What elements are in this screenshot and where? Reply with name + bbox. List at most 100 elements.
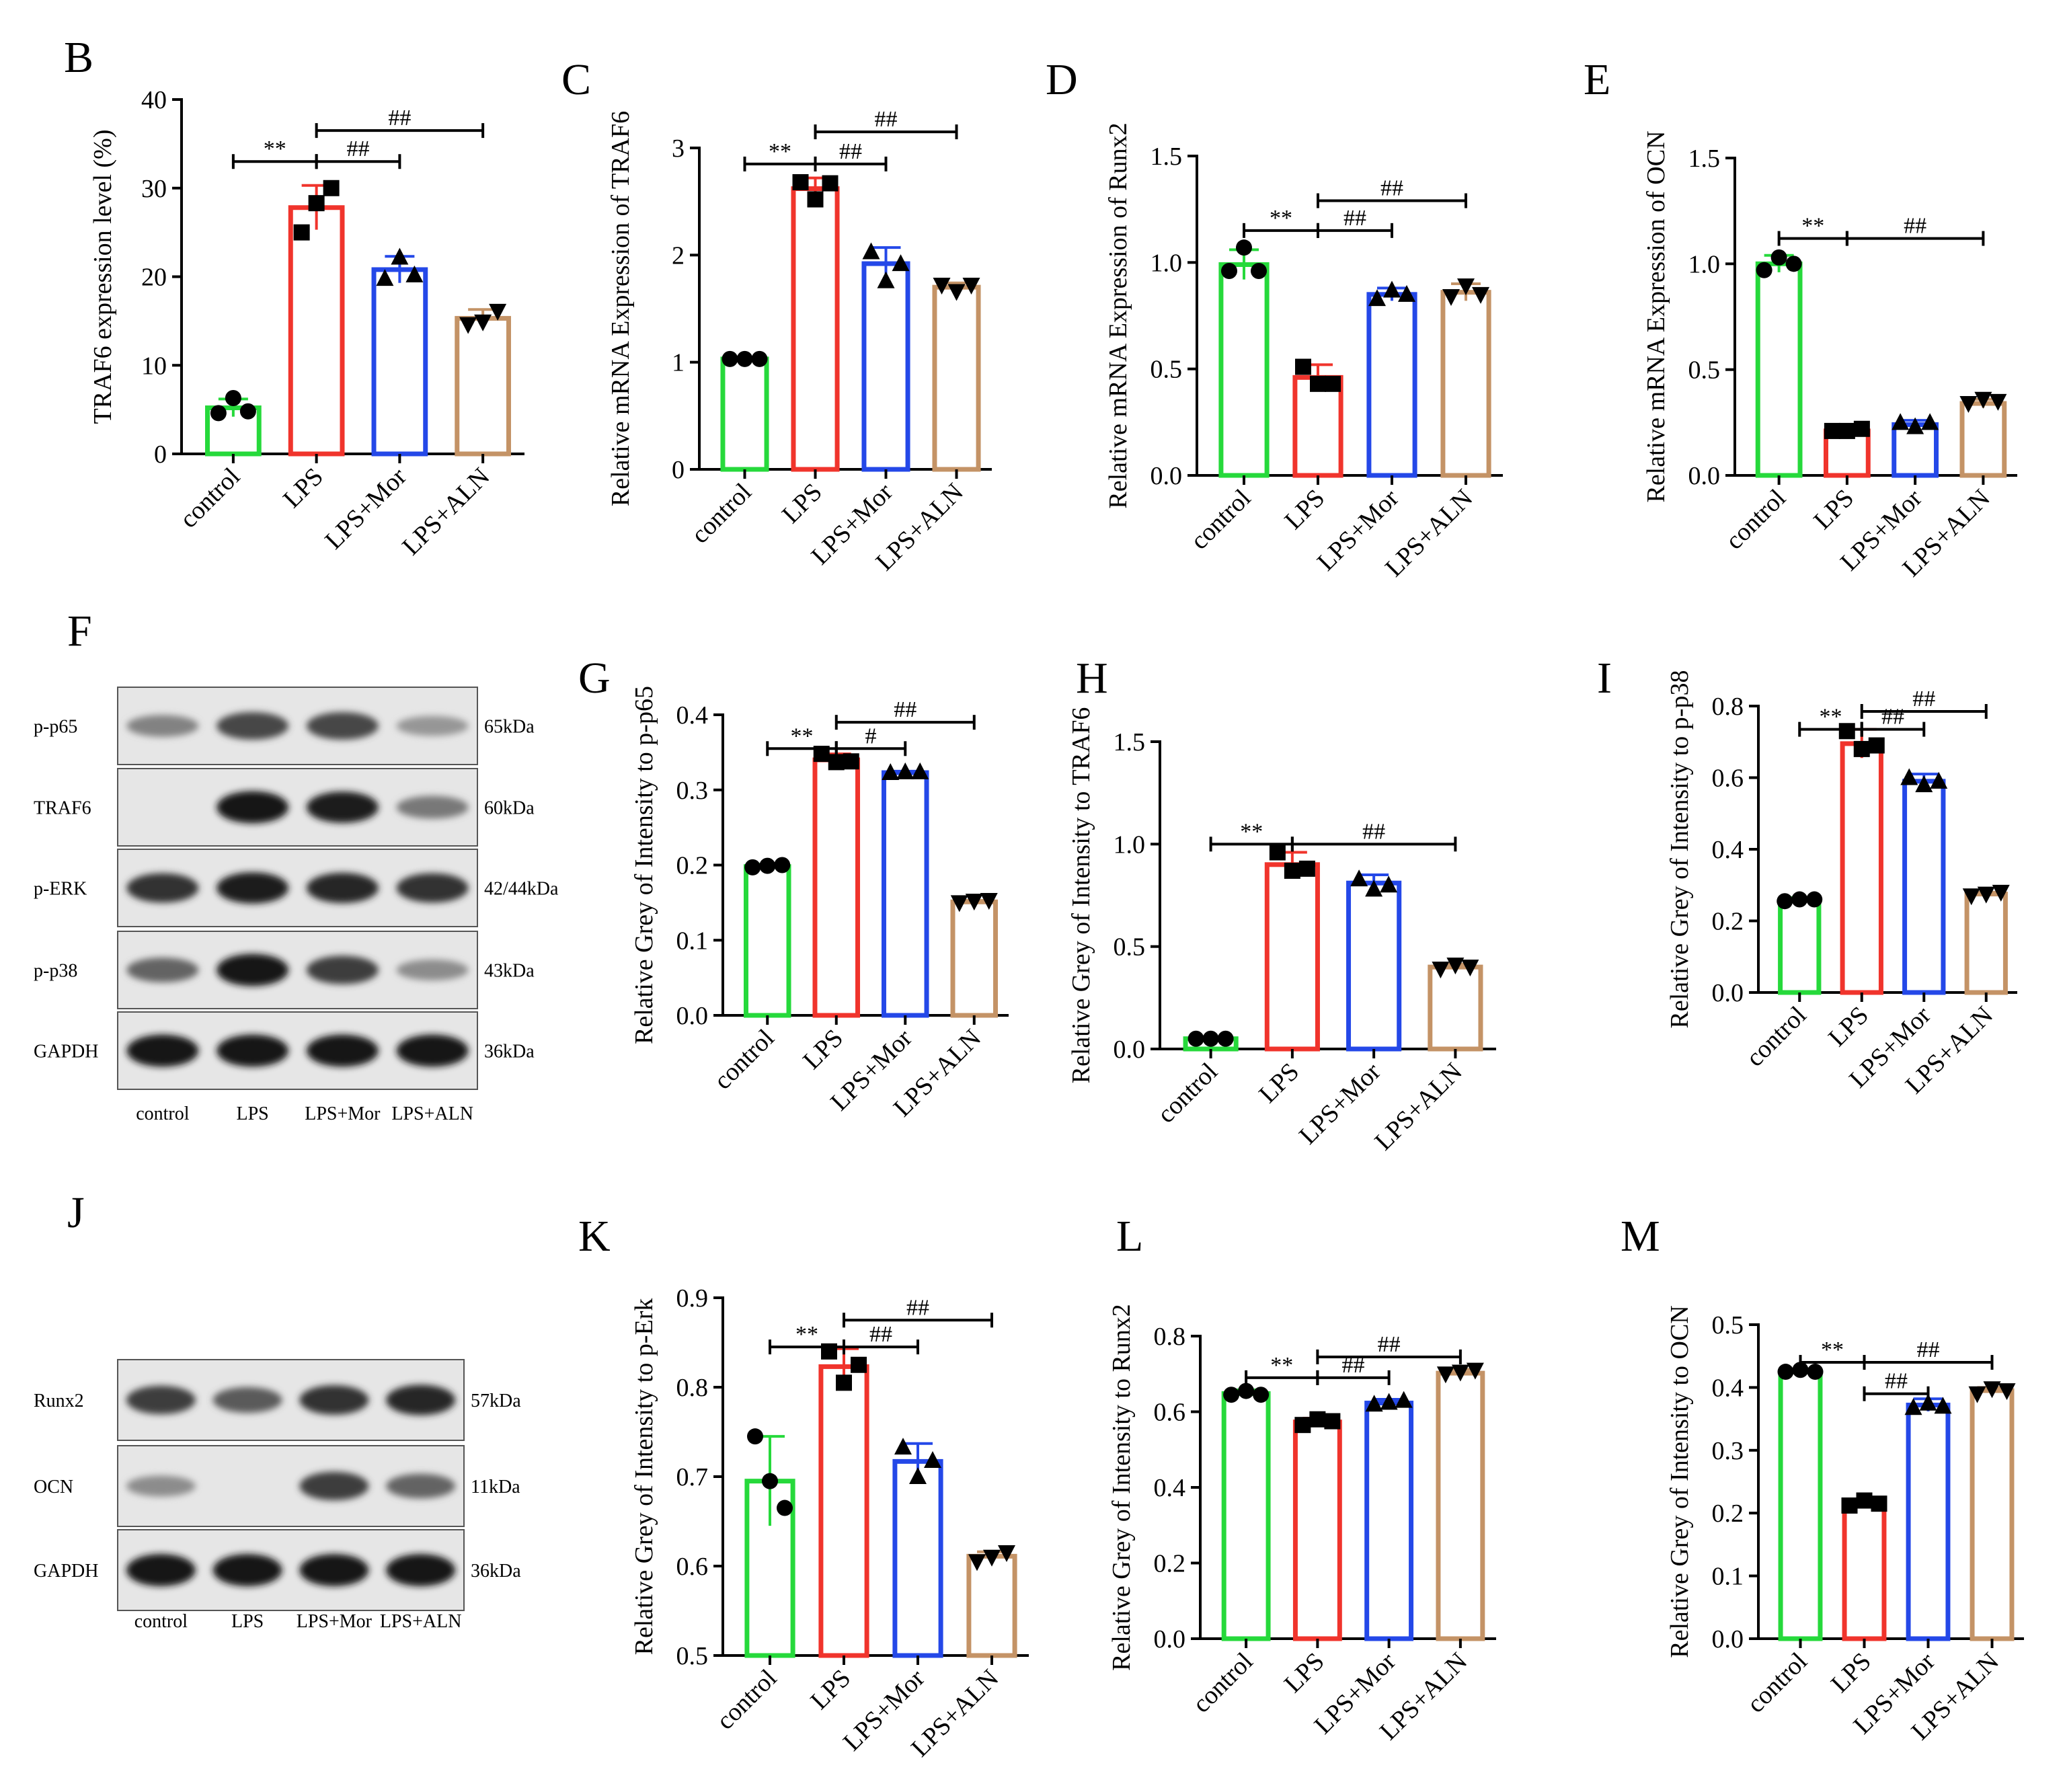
bar-control bbox=[1778, 897, 1822, 995]
data-point-3-0 bbox=[1436, 1366, 1454, 1384]
x-category-label: LPS bbox=[1279, 1647, 1330, 1699]
y-tick-label: 1.5 bbox=[1114, 728, 1146, 756]
data-point-1-1 bbox=[1838, 422, 1855, 439]
data-point-2-2 bbox=[1398, 284, 1415, 302]
data-point-1-1 bbox=[807, 191, 824, 208]
y-tick-label: 0.5 bbox=[676, 1642, 709, 1670]
data-point-1-2 bbox=[822, 175, 839, 192]
y-tick-label: 0.0 bbox=[1712, 979, 1744, 1007]
y-axis-title: Relative Grey of Intensity to OCN bbox=[1666, 1305, 1694, 1658]
data-point-3-0 bbox=[968, 1554, 986, 1571]
bar-LPS+ALN bbox=[455, 315, 511, 457]
significance-label: ## bbox=[1343, 206, 1366, 231]
y-tick-label: 20 bbox=[141, 264, 167, 292]
x-category-label: LPS bbox=[777, 478, 828, 529]
data-point-0-2 bbox=[777, 1499, 793, 1516]
data-point-3-1 bbox=[1457, 278, 1475, 296]
y-tick-label: 40 bbox=[141, 86, 167, 114]
blot-band bbox=[386, 1473, 456, 1499]
data-point-1-1 bbox=[1856, 1492, 1873, 1509]
bar-LPS+Mor bbox=[1346, 880, 1402, 1052]
blot-row-p-p38: p-p38 43kDa bbox=[34, 931, 535, 1009]
data-point-2-2 bbox=[892, 254, 910, 272]
protein-label: TRAF6 bbox=[34, 798, 91, 819]
data-point-3-1 bbox=[965, 894, 983, 911]
data-point-3-1 bbox=[1977, 886, 1995, 904]
data-point-2-0 bbox=[1350, 869, 1368, 887]
blot-band bbox=[299, 1385, 369, 1415]
blot-band bbox=[396, 959, 469, 981]
data-point-2-0 bbox=[882, 763, 900, 781]
data-point-0-1 bbox=[1770, 249, 1787, 266]
significance-label: ** bbox=[1270, 1353, 1293, 1378]
y-tick-label: 0.5 bbox=[1688, 356, 1721, 385]
panel-label: L bbox=[1116, 1212, 1143, 1261]
significance-label: ** bbox=[795, 1322, 818, 1347]
bar-LPS bbox=[812, 757, 861, 1018]
data-point-0-1 bbox=[1202, 1030, 1219, 1047]
blot-band bbox=[126, 873, 199, 903]
blot-band bbox=[217, 1034, 289, 1067]
data-point-0-0 bbox=[1221, 263, 1237, 279]
bar-control bbox=[720, 356, 769, 472]
panel-label: J bbox=[67, 1188, 85, 1237]
blot-band bbox=[299, 1554, 369, 1586]
data-point-0-0 bbox=[1756, 262, 1772, 278]
y-tick-label: 1.5 bbox=[1688, 145, 1721, 173]
y-tick-label: 0.4 bbox=[1154, 1474, 1186, 1502]
data-point-0-2 bbox=[1785, 256, 1802, 272]
data-point-2-1 bbox=[1380, 1393, 1398, 1410]
data-point-2-1 bbox=[877, 271, 895, 288]
x-category-label: LPS bbox=[1808, 484, 1859, 535]
data-point-0-1 bbox=[1792, 1362, 1809, 1378]
bar-control bbox=[1755, 261, 1803, 478]
data-point-0-2 bbox=[1807, 1364, 1824, 1380]
data-point-0-1 bbox=[1236, 239, 1252, 256]
y-tick-label: 0.2 bbox=[1154, 1550, 1186, 1578]
data-point-3-1 bbox=[1451, 1364, 1469, 1382]
significance-label: ** bbox=[1801, 214, 1824, 239]
bar-LPS bbox=[1292, 1419, 1342, 1641]
blot-band bbox=[386, 1385, 456, 1415]
y-tick-label: 0.4 bbox=[1712, 1374, 1744, 1402]
y-axis-title: Relative Grey of Intensity to p-Erk bbox=[630, 1298, 658, 1655]
data-point-1-1 bbox=[308, 195, 325, 212]
bar-control bbox=[1778, 1369, 1823, 1641]
panel-label: F bbox=[67, 607, 92, 656]
data-point-2-1 bbox=[1383, 280, 1401, 298]
protein-label: Runx2 bbox=[34, 1391, 84, 1411]
data-point-3-1 bbox=[474, 314, 492, 332]
y-axis-title: Relative Grey of Intensity to p-p65 bbox=[630, 686, 658, 1044]
y-tick-label: 0.3 bbox=[1712, 1437, 1744, 1465]
y-axis-title: Relative mRNA Expression of TRAF6 bbox=[607, 111, 635, 506]
x-category-label: control bbox=[686, 478, 757, 549]
bar-LPS+Mor bbox=[1906, 1403, 1951, 1641]
x-category-label: LPS bbox=[1823, 1001, 1874, 1052]
data-point-3-0 bbox=[933, 277, 951, 295]
data-point-2-0 bbox=[1892, 413, 1910, 430]
data-point-3-0 bbox=[1432, 962, 1450, 979]
blot-band bbox=[217, 953, 289, 986]
y-tick-label: 0.0 bbox=[1712, 1625, 1744, 1653]
y-tick-label: 1.0 bbox=[1688, 250, 1721, 278]
data-point-2-2 bbox=[1395, 1391, 1413, 1408]
data-point-1-2 bbox=[1871, 1495, 1887, 1512]
chart-panel-M: M 0.0 0.1 0.2 0.3 0.4 0.5 Relative Grey of Inte… bbox=[1621, 1212, 2024, 1746]
blot-band bbox=[396, 795, 469, 819]
blot-panel-J: J Runx2 57kDa OCN 11kDa GAPDH 36kDa control LPS L… bbox=[34, 1188, 521, 1632]
bar-LPS bbox=[1842, 1501, 1887, 1641]
data-point-1-2 bbox=[851, 1356, 867, 1373]
data-point-2-1 bbox=[391, 247, 409, 265]
blot-band bbox=[217, 791, 289, 824]
x-category-label: LPS bbox=[1279, 484, 1330, 535]
blot-band bbox=[217, 872, 289, 904]
y-tick-label: 0.0 bbox=[1688, 462, 1721, 490]
bar-LPS+Mor bbox=[1902, 779, 1946, 995]
significance-label: ** bbox=[1820, 705, 1842, 730]
significance-label: ## bbox=[1912, 687, 1935, 711]
data-point-3-2 bbox=[489, 303, 507, 321]
blot-band bbox=[212, 1387, 282, 1413]
data-point-2-0 bbox=[1900, 768, 1918, 785]
bar-LPS+Mor bbox=[1366, 292, 1417, 478]
significance-label: ** bbox=[1821, 1337, 1844, 1362]
